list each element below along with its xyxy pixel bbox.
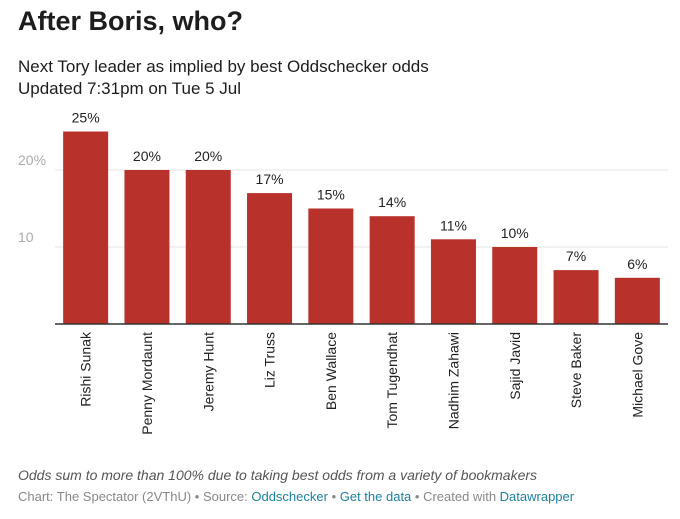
data-label: 17%: [256, 171, 284, 187]
data-label: 25%: [72, 110, 100, 126]
bar: [308, 208, 354, 324]
x-tick-label: Michael Gove: [629, 332, 645, 418]
x-tick-label: Sajid Javid: [507, 332, 523, 400]
x-tick-label: Rishi Sunak: [78, 331, 94, 407]
chart-subtitle: Next Tory leader as implied by best Odds…: [18, 56, 429, 100]
bar: [124, 170, 170, 324]
chart-note: Odds sum to more than 100% due to taking…: [18, 467, 538, 483]
subtitle-line-1: Next Tory leader as implied by best Odds…: [18, 57, 429, 76]
x-tick-label: Liz Truss: [262, 332, 278, 388]
bar: [369, 216, 415, 324]
data-label: 6%: [627, 256, 647, 272]
x-tick-label: Penny Mordaunt: [139, 332, 155, 435]
bar-chart: 10 20% 25% Rishi Sunak 20% Penny Mordaunt 20% J…: [18, 110, 668, 435]
bar: [247, 193, 293, 324]
data-label: 7%: [566, 248, 586, 264]
data-label: 15%: [317, 187, 345, 203]
data-label: 14%: [378, 194, 406, 210]
byline-separator: •: [327, 489, 340, 504]
byline-created-with: • Created with: [411, 489, 500, 504]
get-data-link[interactable]: Get the data: [339, 489, 412, 504]
subtitle-line-2: Updated 7:31pm on Tue 5 Jul: [18, 79, 242, 98]
x-tick-label: Nadhim Zahawi: [445, 332, 461, 429]
chart-title: After Boris, who?: [18, 6, 244, 36]
bar: [492, 247, 538, 324]
chart-byline: Chart: The Spectator (2VThU) • Source: O…: [18, 489, 574, 504]
bar: [614, 277, 660, 324]
x-tick-label: Tom Tugendhat: [384, 332, 400, 429]
x-tick-label: Steve Baker: [568, 332, 584, 409]
byline-prefix: Chart: The Spectator (2VThU) • Source:: [18, 489, 252, 504]
datawrapper-link[interactable]: Datawrapper: [499, 489, 575, 504]
y-tick-label: 10: [18, 229, 34, 245]
x-tick-label: Jeremy Hunt: [200, 332, 216, 411]
bar: [553, 270, 599, 324]
source-link[interactable]: Oddschecker: [251, 489, 328, 504]
bar: [63, 131, 109, 324]
bar: [185, 170, 231, 324]
bar: [430, 239, 476, 324]
data-label: 20%: [194, 148, 222, 164]
y-tick-label: 20%: [18, 152, 46, 168]
x-tick-label: Ben Wallace: [323, 332, 339, 410]
data-label: 20%: [133, 148, 161, 164]
data-label: 11%: [440, 217, 467, 233]
data-label: 10%: [501, 225, 529, 241]
